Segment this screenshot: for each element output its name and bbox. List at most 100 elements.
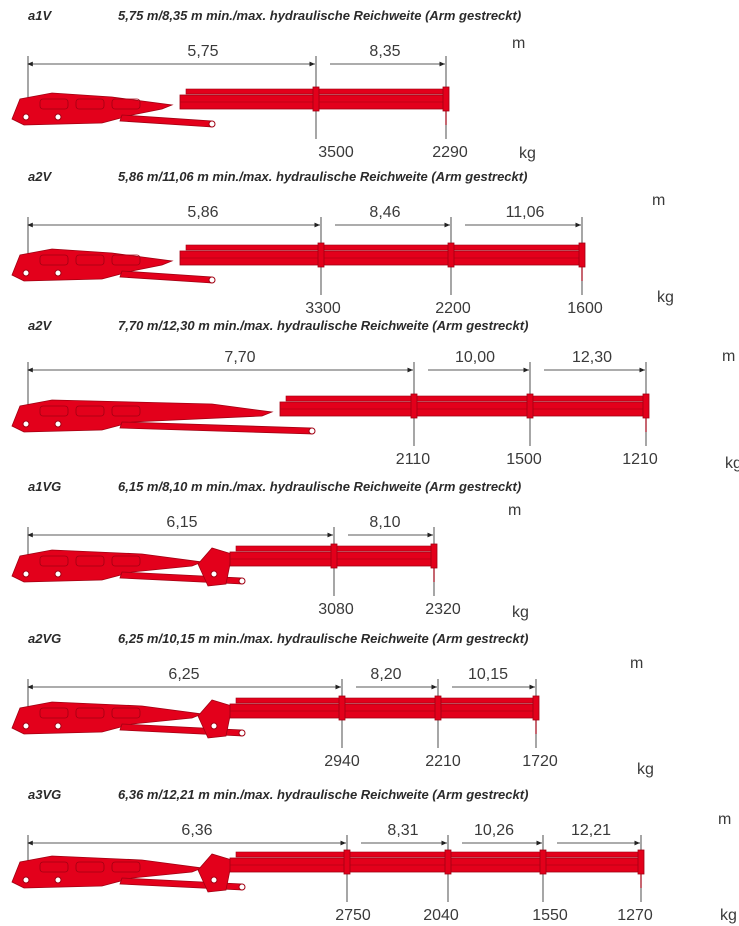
crane-section-a2vg: a2VG 6,25 m/10,15 m min./max. hydraulisch… (11, 631, 654, 778)
arm-cutout (75, 254, 105, 266)
arm-cutout (75, 555, 105, 567)
reach-label: 10,15 (468, 666, 508, 683)
arm-cutout (75, 98, 105, 110)
reach-label: 12,21 (571, 822, 611, 839)
boom-extension-rail (235, 851, 642, 858)
load-capacity: 2210 (425, 753, 461, 770)
load-capacity: 3500 (318, 144, 354, 161)
crane-section-a3vg: a3VG 6,36 m/12,21 m min./max. hydraulisch… (11, 787, 737, 924)
load-capacity: 1720 (522, 753, 558, 770)
reach-label: 6,25 (168, 666, 199, 683)
pivot-pin (54, 722, 62, 730)
crane-section-a2v: a2V 7,70 m/12,30 m min./max. hydraulische… (11, 318, 739, 472)
weight-unit: kg (720, 907, 737, 924)
hydraulic-cylinder (119, 421, 313, 435)
pivot-pin (54, 420, 62, 428)
reach-label: 8,46 (369, 204, 400, 221)
arm-cutout (75, 405, 105, 417)
cylinder-pin (238, 729, 246, 737)
arm-cutout (111, 254, 141, 266)
load-capacity: 1500 (506, 451, 542, 468)
boom-section-collar (532, 695, 540, 721)
cylinder-pin (238, 883, 246, 891)
reach-label: 11,06 (506, 204, 545, 221)
boom-extension-rail (185, 244, 583, 251)
load-capacity: 2750 (335, 907, 371, 924)
boom-section-collar (578, 242, 586, 268)
arm-cutout (75, 707, 105, 719)
weight-unit: kg (657, 289, 674, 306)
reach-label: 6,36 (181, 822, 212, 839)
section-title: 5,86 m/11,06 m min./max. hydraulische Re… (118, 169, 527, 184)
load-capacity: 3300 (305, 300, 341, 317)
knuckle-joint (197, 699, 233, 739)
reach-label: 7,70 (224, 349, 255, 366)
arm-cutout (75, 861, 105, 873)
arm-cutout (111, 707, 141, 719)
cylinder-pin (308, 427, 316, 435)
length-unit: m (718, 811, 731, 828)
load-capacity: 2200 (435, 300, 471, 317)
section-code: a2V (28, 318, 52, 333)
pivot-pin (54, 876, 62, 884)
crane-section-a2v: a2V 5,86 m/11,06 m min./max. hydraulische… (11, 169, 674, 317)
pivot-pin (54, 570, 62, 578)
reach-label: 5,86 (187, 204, 218, 221)
pivot-pin (54, 269, 62, 277)
boom-section-collar (434, 695, 442, 721)
crane-base-arm (11, 399, 274, 433)
load-capacity: 2940 (324, 753, 360, 770)
reach-label: 12,30 (572, 349, 612, 366)
boom-section-collar (430, 543, 438, 569)
weight-unit: kg (512, 604, 529, 621)
arm-cutout (39, 254, 69, 266)
arm-cutout (39, 405, 69, 417)
pivot-pin (22, 876, 30, 884)
boom-section-collar (642, 393, 650, 419)
arm-cutout (39, 707, 69, 719)
load-capacity: 1600 (567, 300, 603, 317)
reach-label: 5,75 (187, 43, 218, 60)
weight-unit: kg (519, 145, 536, 162)
boom-section-collar (447, 242, 455, 268)
boom-section-collar (338, 695, 346, 721)
boom-section-collar (343, 849, 351, 875)
arm-cutout (39, 555, 69, 567)
cylinder-pin (238, 577, 246, 585)
crane-section-a1v: a1V 5,75 m/8,35 m min./max. hydraulische … (11, 8, 536, 162)
load-capacity: 2290 (432, 144, 468, 161)
hydraulic-cylinder (119, 114, 213, 128)
load-capacity: 2110 (396, 451, 431, 468)
pivot-pin (22, 570, 30, 578)
section-code: a1V (28, 8, 52, 23)
boom-section-collar (526, 393, 534, 419)
crane-section-a1vg: a1VG 6,15 m/8,10 m min./max. hydraulische… (11, 479, 529, 621)
section-code: a1VG (28, 479, 61, 494)
section-title: 6,36 m/12,21 m min./max. hydraulische Re… (118, 787, 528, 802)
length-unit: m (652, 192, 665, 209)
knuckle-pin (210, 570, 218, 578)
reach-label: 8,31 (387, 822, 418, 839)
reach-label: 10,00 (455, 349, 495, 366)
boom-section-collar (312, 86, 320, 112)
cylinder-pin (208, 276, 216, 284)
boom-extension-rail (285, 395, 647, 402)
arm-cutout (39, 98, 69, 110)
load-capacity: 1270 (617, 907, 653, 924)
length-unit: m (722, 348, 735, 365)
arm-cutout (39, 861, 69, 873)
reach-label: 6,15 (166, 514, 197, 531)
load-capacity: 2040 (423, 907, 459, 924)
boom-section-collar (539, 849, 547, 875)
reach-label: 8,35 (369, 43, 400, 60)
knuckle-pin (210, 722, 218, 730)
knuckle-joint (197, 547, 233, 587)
knuckle-pin (210, 876, 218, 884)
boom-section-collar (330, 543, 338, 569)
section-code: a3VG (28, 787, 61, 802)
length-unit: m (512, 35, 525, 52)
reach-label: 10,26 (474, 822, 514, 839)
arm-cutout (111, 555, 141, 567)
arm-cutout (111, 405, 141, 417)
